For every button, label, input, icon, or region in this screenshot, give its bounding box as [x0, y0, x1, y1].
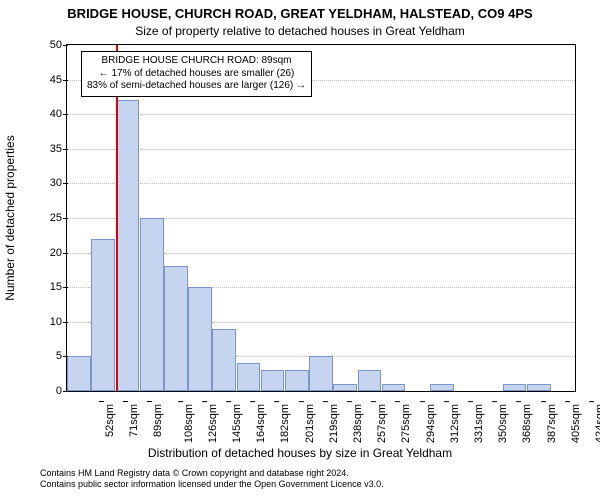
histogram-bar [285, 370, 309, 391]
annotation-line2: ← 17% of detached houses are smaller (26… [87, 68, 306, 81]
chart-subtitle: Size of property relative to detached ho… [0, 24, 600, 38]
x-tick-label: 89sqm [153, 404, 165, 437]
y-axis-label: Number of detached properties [3, 135, 17, 300]
y-tick-label: 45 [32, 74, 62, 86]
histogram-bar [503, 384, 527, 391]
annotation-line3: 83% of semi-detached houses are larger (… [87, 80, 306, 93]
y-tick-label: 40 [32, 108, 62, 120]
chart-container: BRIDGE HOUSE, CHURCH ROAD, GREAT YELDHAM… [0, 0, 600, 500]
x-tick-label: 182sqm [280, 404, 292, 443]
x-tick-label: 424sqm [594, 404, 600, 443]
x-tick-label: 238sqm [352, 404, 364, 443]
gridline [67, 183, 575, 184]
histogram-bar [382, 384, 406, 391]
histogram-bar [67, 356, 91, 391]
x-tick-label: 331sqm [473, 404, 485, 443]
histogram-bar [527, 384, 551, 391]
reference-line [116, 45, 118, 391]
x-tick-label: 126sqm [207, 404, 219, 443]
y-tick-label: 15 [32, 281, 62, 293]
histogram-bar [116, 100, 140, 391]
x-tick-label: 312sqm [449, 404, 461, 443]
footnote-line1: Contains HM Land Registry data © Crown c… [40, 468, 384, 479]
x-tick-label: 405sqm [570, 404, 582, 443]
y-tick-label: 50 [32, 39, 62, 51]
x-tick-label: 164sqm [255, 404, 267, 443]
x-tick-label: 108sqm [183, 404, 195, 443]
x-tick-label: 275sqm [401, 404, 413, 443]
x-tick-label: 387sqm [546, 404, 558, 443]
y-tick-label: 20 [32, 247, 62, 259]
x-tick-label: 294sqm [425, 404, 437, 443]
y-tick-label: 30 [32, 177, 62, 189]
chart-title: BRIDGE HOUSE, CHURCH ROAD, GREAT YELDHAM… [0, 6, 600, 21]
histogram-bar [358, 370, 382, 391]
y-tick-label: 0 [32, 385, 62, 397]
footnote-line2: Contains public sector information licen… [40, 479, 384, 490]
x-axis-label: Distribution of detached houses by size … [0, 446, 600, 460]
histogram-bar [164, 266, 188, 391]
y-tick-label: 10 [32, 316, 62, 328]
histogram-bar [91, 239, 115, 391]
x-tick-label: 350sqm [497, 404, 509, 443]
x-tick-label: 52sqm [104, 404, 116, 437]
x-tick-label: 71sqm [128, 404, 140, 437]
x-tick-label: 219sqm [328, 404, 340, 443]
histogram-bar [261, 370, 285, 391]
x-tick-label: 201sqm [304, 404, 316, 443]
gridline [67, 114, 575, 115]
histogram-bar [140, 218, 164, 391]
y-tick-label: 25 [32, 212, 62, 224]
y-tick-label: 35 [32, 143, 62, 155]
gridline [67, 149, 575, 150]
plot-area: BRIDGE HOUSE CHURCH ROAD: 89sqm ← 17% of… [66, 44, 576, 392]
x-tick-label: 257sqm [376, 404, 388, 443]
footnote: Contains HM Land Registry data © Crown c… [40, 468, 384, 490]
x-tick-label: 145sqm [231, 404, 243, 443]
histogram-bar [188, 287, 212, 391]
histogram-bar [237, 363, 261, 391]
histogram-bar [309, 356, 333, 391]
annotation-box: BRIDGE HOUSE CHURCH ROAD: 89sqm ← 17% of… [81, 51, 312, 97]
histogram-bar [333, 384, 357, 391]
histogram-bar [212, 329, 236, 391]
annotation-line1: BRIDGE HOUSE CHURCH ROAD: 89sqm [87, 55, 306, 68]
y-tick-label: 5 [32, 350, 62, 362]
x-tick-label: 368sqm [521, 404, 533, 443]
histogram-bar [430, 384, 454, 391]
